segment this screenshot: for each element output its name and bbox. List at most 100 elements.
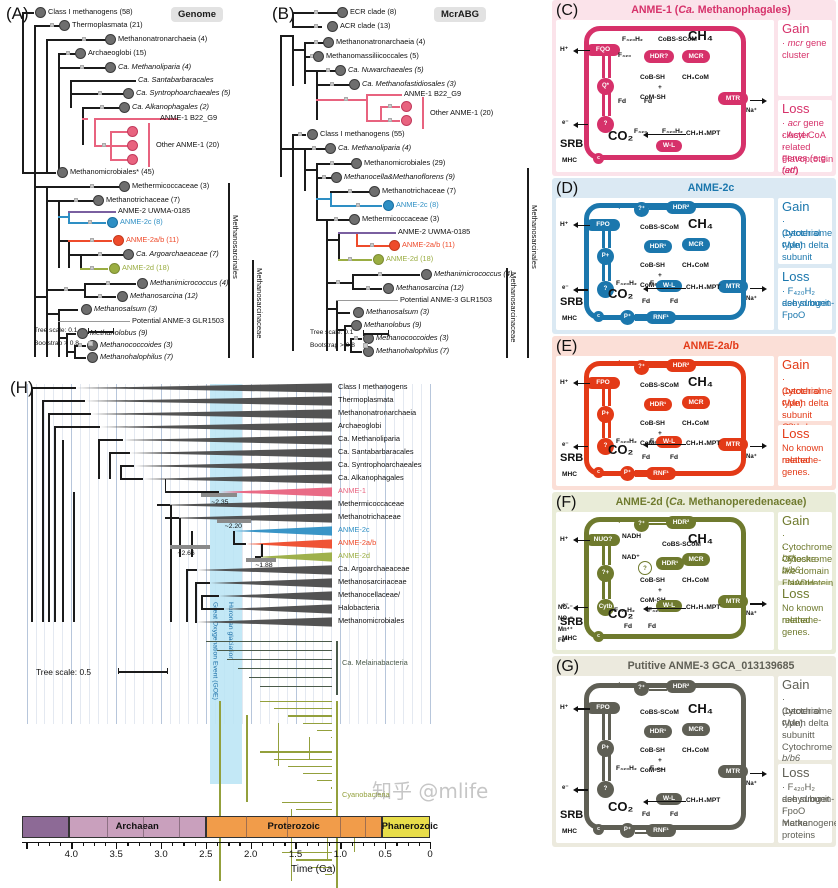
label-co2: CO₂ xyxy=(608,606,634,621)
tree-branch-v xyxy=(344,325,346,351)
bootstrap-marker xyxy=(66,51,70,55)
tree-scale-bar-b xyxy=(363,333,389,336)
bootstrap-marker xyxy=(102,143,106,147)
label-electron: e⁻ xyxy=(562,120,569,126)
arrow-shaft xyxy=(750,772,764,775)
enzyme-wl: W-L xyxy=(656,280,682,292)
h-branch-v xyxy=(232,531,235,544)
bootstrap-marker xyxy=(322,175,326,179)
melaina-branch xyxy=(205,641,332,643)
node-hpd-bar xyxy=(201,493,238,497)
arrow-head xyxy=(762,97,767,104)
bootstrap-marker xyxy=(100,105,104,109)
gridline xyxy=(340,384,342,724)
tip-label: Ca. Methanoliparia (4) xyxy=(338,143,412,152)
tree-branch-h xyxy=(366,94,402,96)
eon-divider xyxy=(286,816,288,838)
enzyme-mcr: MCR xyxy=(682,553,710,567)
label-com-sh: CoM-SH xyxy=(640,282,666,290)
gridline xyxy=(53,384,55,724)
gridline xyxy=(187,384,189,724)
bootstrap-marker xyxy=(314,24,318,28)
pump-connector xyxy=(608,385,611,406)
label-ch2h4mpt: CH₂H₄MPT xyxy=(686,130,721,137)
h-branch-h xyxy=(156,504,170,506)
clade-wedge xyxy=(246,539,332,549)
tree-node-dot xyxy=(348,213,360,225)
tree-branch-v xyxy=(380,106,382,120)
gain-box-e: Gain · Cytochrome c (bacterial type) · Mnh … xyxy=(778,356,832,444)
tree-branch-h xyxy=(316,84,354,86)
bootstrap-marker xyxy=(50,23,54,27)
label-ch2h4mpt: CH₂H₄MPT xyxy=(686,797,721,804)
hdr-link xyxy=(649,519,667,522)
gain-item: · Cytochrome c xyxy=(782,216,833,250)
eon-segment-proterozoic xyxy=(205,816,382,838)
tip-label: Class I methanogens (55) xyxy=(320,129,405,138)
gridline xyxy=(250,384,252,724)
tree-branch-h xyxy=(110,145,128,147)
tree-branch-v xyxy=(58,53,60,172)
panel-h-scale-bar xyxy=(118,671,168,674)
node-age-label: ~2.66 xyxy=(177,550,195,557)
tip-label: Methanosalsum (3) xyxy=(94,304,158,313)
label-f420h2: F₄₂₀H₂ xyxy=(616,280,637,288)
tree-branch-h xyxy=(292,148,304,150)
h-branch-h xyxy=(54,426,100,428)
label-electron: e⁻ xyxy=(562,285,569,292)
label-mhc: MHC xyxy=(562,157,578,164)
label-plus: + xyxy=(658,84,662,91)
anme1-clade-bar-a xyxy=(148,123,150,167)
tree-node-dot xyxy=(352,306,364,318)
arrow-head xyxy=(573,787,578,794)
pump-connector xyxy=(602,385,605,406)
panel-b-tree: ECR clade (8) ACR clade (13) Methanonatron… xyxy=(270,0,548,365)
arrow-shaft xyxy=(618,684,632,687)
tip-label: Methanosalsum (3) xyxy=(366,307,430,316)
tip-label: Methanimicrococcus (4) xyxy=(434,269,513,278)
acceptor-label: NO₂⁻ xyxy=(558,605,573,611)
h-branch-h xyxy=(41,400,85,402)
eon-segment-hadean xyxy=(22,816,69,838)
enzyme-mcr: MCR xyxy=(682,238,710,252)
tree-branch-v xyxy=(46,39,48,172)
enzyme-wl: W-L xyxy=(656,793,682,805)
loss-item: ase subunit FpoO xyxy=(782,794,830,816)
cyano-branch xyxy=(302,722,332,724)
cyano-branch xyxy=(288,765,332,768)
label-ch3com: CH₃CoM xyxy=(682,419,709,427)
tip-label: Ca. Methanoliparia (4) xyxy=(118,62,192,71)
enzyme-p: P+ xyxy=(597,405,614,423)
h-branch-v xyxy=(41,401,44,622)
clade-wedge xyxy=(123,435,332,445)
label-cob-sh: CoB-SH xyxy=(640,74,665,81)
tip-label: Archaeoglobi (15) xyxy=(88,48,147,57)
enzyme-mtr: MTR xyxy=(718,764,748,778)
eon-divider xyxy=(107,816,109,838)
h-branch-v xyxy=(54,427,57,622)
cyano-branch xyxy=(288,715,332,717)
tree-branch-h xyxy=(366,120,380,122)
tip-label: Methanolobus (9) xyxy=(364,320,422,329)
loss-heading: Loss xyxy=(782,269,810,284)
pump-connector xyxy=(602,53,605,78)
metabolic-panel-f: (F) ANME-2d (Ca. Methanoperedenaceae) NUO?… xyxy=(552,492,836,654)
tree-branch-h xyxy=(66,351,74,353)
label-mhc: MHC xyxy=(562,315,578,322)
clade-wedge xyxy=(232,526,332,536)
bootstrap-marker xyxy=(348,189,352,193)
eon-label: Proterozoic xyxy=(267,821,320,832)
bootstrap-key-square-b xyxy=(363,343,368,348)
axis-tick xyxy=(127,842,129,846)
node-age-label: ~2.20 xyxy=(224,523,242,530)
h-leaf-label: Ca. Syntrophoarchaeales xyxy=(338,460,422,470)
h-branch-h xyxy=(232,543,247,545)
gridline xyxy=(268,384,270,724)
tree-branch-glr-b xyxy=(336,300,398,302)
gain-heading: Gain xyxy=(782,357,810,372)
h-leaf-label: Methanosarcinaceae xyxy=(338,577,407,587)
h-leaf-label: ANME-2c xyxy=(338,525,370,535)
enzyme-wl: W-L xyxy=(656,140,682,152)
label-mhc: MHC xyxy=(562,828,578,835)
axis-tick xyxy=(149,842,152,846)
